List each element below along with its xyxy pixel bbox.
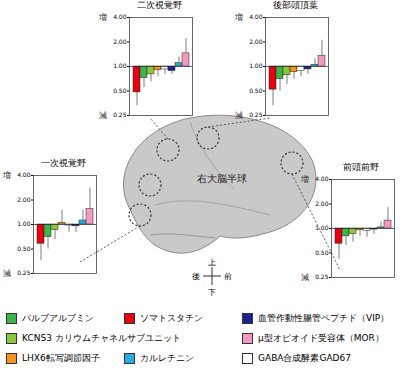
html-text:二次視覚野: 二次視覚野 [136, 0, 182, 10]
html-text:GABA合成酵素GAD67: GABA合成酵素GAD67 [258, 352, 351, 363]
svg-text:右大脳半球: 右大脳半球 [197, 173, 247, 184]
svg-text:増: 増 [234, 13, 243, 22]
svg-text:4.00: 4.00 [315, 175, 329, 182]
svg-text:4.00: 4.00 [17, 171, 31, 178]
html-text:前頭前野: 前頭前野 [343, 162, 379, 172]
html-text:μ型オピオイド受容体（MOR）: μ型オピオイド受容体（MOR） [258, 332, 384, 343]
svg-text:増: 増 [98, 13, 107, 22]
html-text:LHX6転写調節因子: LHX6転写調節因子 [22, 352, 100, 363]
svg-text:減: 減 [3, 269, 11, 278]
svg-text:4.00: 4.00 [249, 13, 263, 20]
html-text:KCNS3 カリウムチャネルサブユニット: KCNS3 カリウムチャネルサブユニット [22, 332, 181, 343]
svg-text:増: 増 [300, 175, 309, 184]
svg-text:増: 増 [2, 171, 11, 180]
svg-text:4.00: 4.00 [113, 13, 127, 20]
svg-text:2.00: 2.00 [249, 38, 263, 45]
svg-text:1.00: 1.00 [17, 220, 31, 227]
svg-text:減: 減 [301, 273, 309, 282]
svg-text:2.00: 2.00 [17, 196, 31, 203]
html-text:ソマトスタチン: ソマトスタチン [140, 312, 203, 323]
svg-text:1.00: 1.00 [315, 224, 329, 231]
svg-text:0.25: 0.25 [17, 269, 31, 276]
html-text:一次視覚野: 一次視覚野 [40, 158, 86, 168]
svg-text:減: 減 [99, 111, 107, 120]
svg-text:前: 前 [224, 272, 232, 281]
svg-text:0.25: 0.25 [113, 111, 127, 118]
svg-text:後: 後 [192, 272, 200, 281]
svg-text:減: 減 [235, 111, 243, 120]
html-text:カルレチニン: カルレチニン [140, 352, 194, 363]
svg-text:0.25: 0.25 [249, 111, 263, 118]
svg-text:上: 上 [208, 258, 216, 267]
svg-text:下: 下 [208, 288, 216, 297]
html-text:血管作動性腸管ペプチド（VIP）: 血管作動性腸管ペプチド（VIP） [258, 312, 390, 323]
html-text:後部頭頂葉: 後部頭頂葉 [272, 0, 318, 10]
svg-text:1.00: 1.00 [113, 62, 127, 69]
svg-text:0.50: 0.50 [113, 87, 127, 94]
svg-text:0.50: 0.50 [315, 249, 329, 256]
html-text:パルブアルブミン: パルブアルブミン [22, 312, 94, 323]
svg-text:0.50: 0.50 [17, 245, 31, 252]
svg-text:2.00: 2.00 [113, 38, 127, 45]
svg-text:0.50: 0.50 [249, 87, 263, 94]
svg-text:2.00: 2.00 [315, 200, 329, 207]
svg-text:1.00: 1.00 [249, 62, 263, 69]
svg-text:0.25: 0.25 [315, 273, 329, 280]
